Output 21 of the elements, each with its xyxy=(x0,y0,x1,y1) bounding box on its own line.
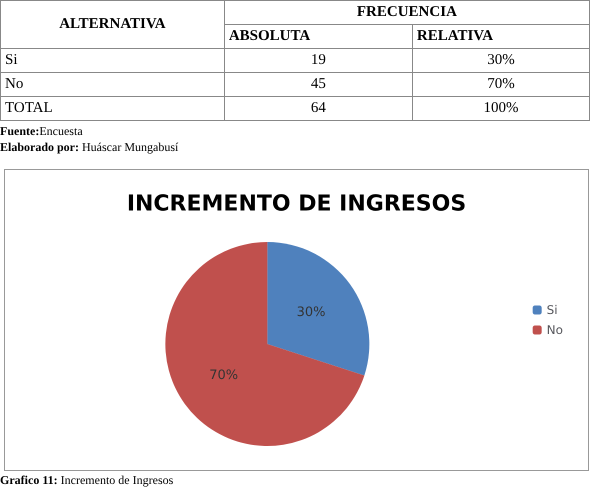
text: 19 xyxy=(224,48,412,72)
text: FRECUENCIA xyxy=(224,0,590,24)
text: Grafico 11: Incremento de Ingresos xyxy=(0,473,174,488)
data-label: 30% xyxy=(296,304,326,320)
text: ABSOLUTA xyxy=(224,24,412,48)
text: RELATIVA xyxy=(412,24,590,48)
text: No xyxy=(0,72,224,96)
text: ALTERNATIVA xyxy=(0,0,224,48)
text: TOTAL xyxy=(0,96,224,120)
chart-title: INCREMENTO DE INGRESOS xyxy=(126,192,466,216)
text: 45 xyxy=(224,72,412,96)
text: Elaborado por: Huáscar Mungabusí xyxy=(0,139,180,155)
source-note: Fuente:Encuesta xyxy=(0,123,84,139)
text: 100% xyxy=(412,96,590,120)
text: Si xyxy=(0,48,224,72)
data-label: 70% xyxy=(209,368,238,384)
legend-label: No xyxy=(546,323,564,337)
legend-label: Si xyxy=(546,303,558,317)
text: 70% xyxy=(412,72,590,96)
text: 64 xyxy=(224,96,412,120)
text: 30% xyxy=(412,48,590,72)
